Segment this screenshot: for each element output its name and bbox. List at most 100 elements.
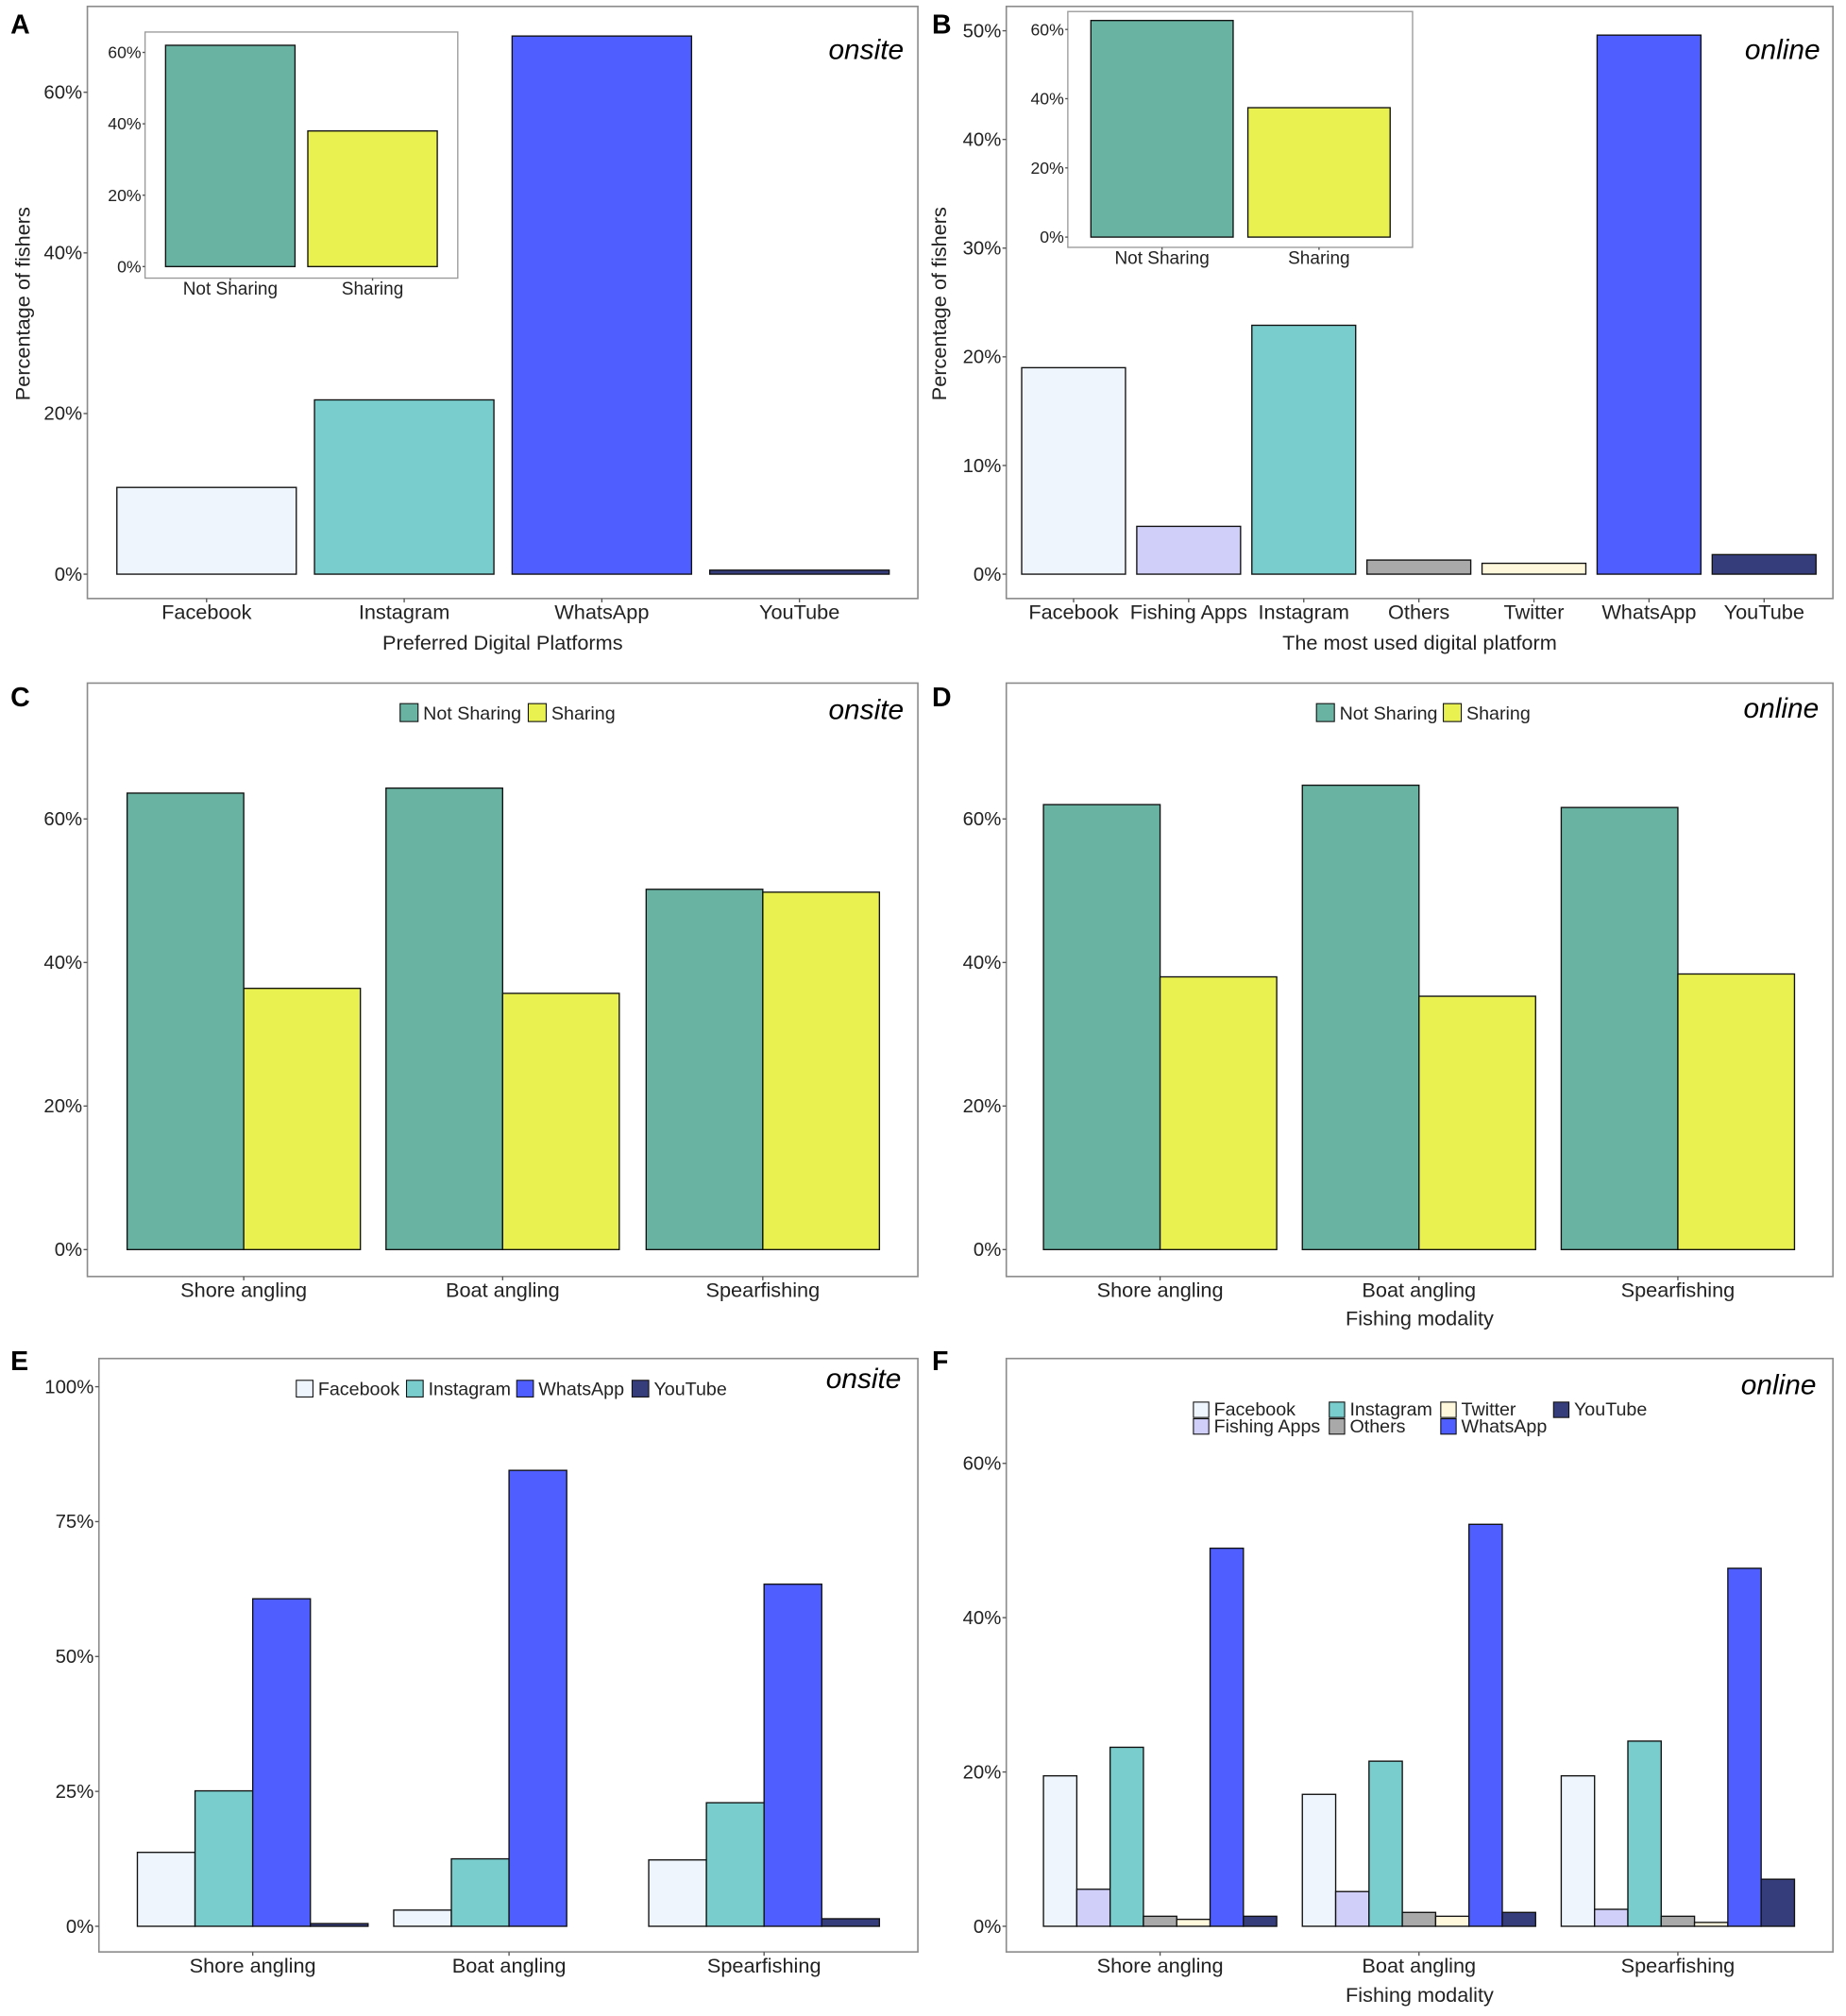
panel-e-y-tick-label: 50% [56,1647,94,1668]
panel-e-y-tick-label: 75% [56,1512,94,1533]
bar-f-spearfishing-youtube [1760,1878,1796,1927]
panel-d-y-tick-label: 20% [963,1096,1002,1117]
inset-a-y-tick-label: 40% [108,114,142,133]
bar-a-facebook [116,486,297,575]
legend-label-whatsapp: WhatsApp [538,1379,624,1399]
panel-d-x-tick-label: Boat angling [1362,1279,1476,1302]
panel-e-survey-mode: onsite [826,1364,902,1395]
panel-c-x-tick-label: Boat angling [446,1279,560,1302]
bar-e-boat-angling-facebook [393,1909,452,1927]
legend-label-instagram: Instagram [429,1379,511,1399]
panel-a-x-tick-label: WhatsApp [554,601,649,624]
legend-label-facebook: Facebook [1214,1399,1296,1420]
panel-b: 0% 10% 20% 30% 40% 50% Facebook Fishing Apps Ins… [927,5,1834,654]
panel-b-x-axis-title: The most used digital platform [1282,631,1557,654]
panel-c: 0% 20% 40% 60% Shore angling Boat angling Spea… [10,682,919,1302]
panel-e-x-tick-label: Shore angling [190,1954,316,1977]
bar-d-boat-angling-not-sharing [1301,784,1420,1251]
legend-key-facebook [296,1380,313,1398]
panel-b-x-tick-label: YouTube [1724,601,1804,624]
panel-e: 0% 25% 50% 75% 100% Shore angling Boat angling… [10,1347,919,1977]
legend-label-whatsapp: WhatsApp [1462,1416,1548,1437]
legend-label-sharing: Sharing [551,703,616,724]
panel-f-y-tick-label: 40% [963,1608,1002,1629]
bar-b-fishing-apps [1136,525,1242,575]
legend-label-others: Others [1349,1416,1405,1437]
panel-c-y-tick-label: 60% [43,809,82,830]
bar-e-spearfishing-facebook [648,1859,707,1927]
bar-f-shore-angling-others [1143,1915,1177,1927]
panel-d-y-tick-label: 60% [963,809,1002,830]
legend-key-fishing-apps [1193,1417,1210,1435]
panel-a-y-tick-label: 40% [43,244,82,264]
panel-a-y-tick-label: 0% [55,565,82,585]
panel-c-y-tick-label: 40% [43,953,82,974]
panel-b-survey-mode: online [1745,34,1821,65]
bar-d-boat-angling-sharing [1418,995,1536,1251]
legend-label-facebook: Facebook [318,1379,400,1399]
panel-f-x-tick-label: Shore angling [1097,1954,1224,1977]
panel-a-x-tick-label: YouTube [759,601,839,624]
panel-a: 0% 20% 40% 60% Facebook Instagram WhatsApp YouT… [10,5,919,654]
bar-f-boat-angling-youtube [1501,1911,1536,1927]
bar-e-spearfishing-whatsapp [763,1584,822,1927]
bar-b-instagram [1251,324,1357,575]
legend-key-whatsapp [1440,1417,1457,1435]
panel-d-y-tick-label: 40% [963,953,1002,974]
panel-a-y-tick-label: 20% [43,404,82,425]
panel-f: 0% 20% 40% 60% Shore angling Boat angling Spea… [932,1347,1834,2007]
bar-f-shore-angling-twitter [1176,1918,1211,1927]
panel-b-y-tick-label: 40% [963,129,1002,150]
legend-label-fishing-apps: Fishing Apps [1214,1416,1321,1437]
legend-key-not-sharing [1315,703,1335,722]
panel-a-y-axis-title: Percentage of fishers [10,207,34,400]
panel-a-frame [86,5,919,600]
bar-c-spearfishing-not-sharing [645,889,764,1251]
inset-a-y-tick-label: 20% [108,186,142,205]
panel-e-letter: E [10,1347,28,1377]
inset-b-bar-not-sharing [1090,20,1234,238]
bar-e-boat-angling-whatsapp [508,1469,567,1927]
panel-d-survey-mode: online [1744,693,1820,724]
inset-b-x-tick-label: Sharing [1288,249,1349,269]
bar-f-boat-angling-instagram [1368,1760,1403,1927]
inset-b-y-tick-label: 0% [1040,228,1064,246]
panel-b-y-axis-title: Percentage of fishers [927,207,951,400]
bar-c-spearfishing-sharing [762,891,881,1251]
panel-a-survey-mode: onsite [828,34,904,65]
panel-e-x-tick-label: Spearfishing [707,1954,821,1977]
panel-b-x-tick-label: Facebook [1028,601,1118,624]
bar-d-shore-angling-sharing [1159,975,1278,1251]
panel-f-letter: F [932,1347,948,1377]
panel-b-x-tick-label: Fishing Apps [1130,601,1247,624]
legend-key-sharing [527,703,548,722]
bar-e-boat-angling-instagram [450,1857,510,1927]
legend-key-sharing [1443,703,1463,722]
bar-f-boat-angling-facebook [1301,1793,1337,1927]
bar-f-shore-angling-instagram [1109,1746,1144,1927]
inset-b-y-tick-label: 40% [1031,90,1065,109]
bar-e-spearfishing-youtube [821,1918,881,1927]
bar-f-shore-angling-youtube [1243,1915,1278,1927]
bar-f-shore-angling-whatsapp [1209,1547,1245,1927]
bar-d-shore-angling-not-sharing [1042,804,1161,1251]
panel-f-y-tick-label: 20% [963,1762,1002,1783]
panel-b-y-tick-label: 50% [963,21,1002,42]
bar-f-shore-angling-facebook [1042,1774,1078,1927]
bar-a-youtube [708,569,890,575]
bar-e-shore-angling-whatsapp [251,1598,312,1927]
panel-b-frame [1005,5,1834,600]
panel-e-y-tick-label: 100% [44,1377,93,1398]
panel-c-legend: Not Sharing Sharing [399,703,616,724]
bar-c-boat-angling-not-sharing [385,787,503,1251]
bar-b-facebook [1021,366,1126,575]
legend-label-instagram: Instagram [1349,1399,1431,1420]
panel-b-y-tick-label: 10% [963,456,1002,477]
panel-a-x-tick-label: Instagram [359,601,449,624]
bar-a-instagram [313,398,495,575]
panel-b-x-tick-label: Instagram [1258,601,1348,624]
panel-a-letter: A [10,9,30,40]
panel-b-inset: 0% 20% 40% 60% Not Sharing Sharing [1031,10,1414,269]
legend-label-youtube: YouTube [653,1379,726,1399]
legend-key-instagram [405,1380,424,1398]
